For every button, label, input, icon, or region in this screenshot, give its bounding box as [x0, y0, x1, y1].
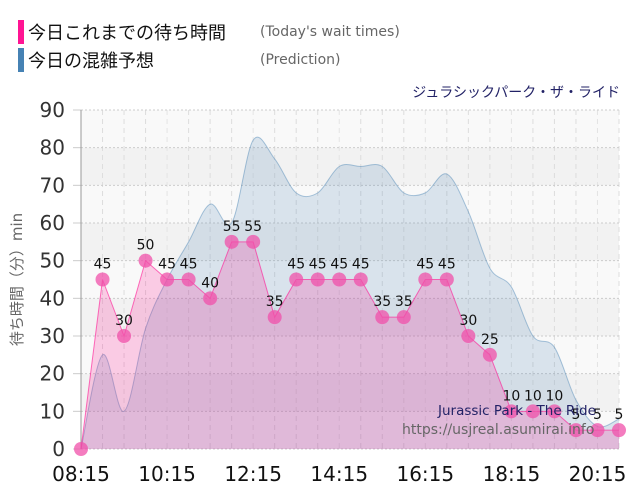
- y-tick-label: 30: [40, 324, 65, 348]
- data-point[interactable]: [612, 423, 626, 438]
- x-tick-label: 16:15: [396, 462, 454, 486]
- data-label: 45: [416, 257, 434, 273]
- data-label: 35: [266, 294, 284, 310]
- data-point[interactable]: [439, 272, 454, 287]
- actual-area: [81, 241, 619, 449]
- y-tick-label: 70: [40, 173, 65, 197]
- legend-label-en: (Today's wait times): [260, 24, 400, 40]
- data-point[interactable]: [203, 291, 218, 306]
- prediction-area: [81, 137, 619, 449]
- data-label: 55: [223, 219, 241, 235]
- y-tick-label: 50: [40, 249, 65, 273]
- data-label: 30: [115, 313, 133, 329]
- legend-label-en: (Prediction): [260, 52, 341, 68]
- grid-band: [81, 223, 619, 261]
- x-tick-label: 12:15: [224, 462, 282, 486]
- legend-item-prediction[interactable]: 今日の混雑予想 (Prediction): [18, 46, 400, 74]
- data-point[interactable]: [74, 442, 88, 456]
- data-label: 45: [330, 257, 348, 273]
- data-label: 45: [287, 257, 305, 273]
- data-label: 45: [352, 257, 370, 273]
- y-tick-label: 0: [52, 437, 65, 461]
- data-label: 30: [459, 313, 477, 329]
- legend-swatch-blue: [18, 48, 24, 72]
- y-tick-label: 40: [40, 286, 65, 310]
- data-point[interactable]: [289, 272, 304, 287]
- data-label: 40: [201, 275, 219, 291]
- grid-band: [81, 336, 619, 374]
- data-point[interactable]: [525, 404, 540, 419]
- data-point[interactable]: [590, 423, 605, 438]
- y-tick-label: 10: [40, 399, 65, 423]
- x-tick-label: 18:15: [483, 462, 541, 486]
- legend-item-actual[interactable]: 今日これまでの待ち時間 (Today's wait times): [18, 18, 400, 46]
- grid-band: [81, 373, 619, 412]
- data-point[interactable]: [396, 310, 411, 325]
- data-point[interactable]: [267, 310, 282, 325]
- data-label: 25: [481, 332, 499, 348]
- data-label: 35: [373, 294, 391, 310]
- prediction-line: [80, 136, 620, 450]
- data-point[interactable]: [461, 329, 476, 343]
- watermark-name: Jurassic Park - The Ride: [438, 403, 596, 419]
- data-label: 35: [395, 294, 413, 310]
- grid-band: [81, 411, 619, 449]
- data-label: 50: [137, 238, 155, 254]
- watermark-url: https://usjreal.asumirai.info: [402, 422, 595, 438]
- data-label: 45: [438, 257, 456, 273]
- data-point[interactable]: [504, 404, 519, 419]
- grid-band: [81, 298, 619, 336]
- data-label: 10: [524, 388, 542, 404]
- data-point[interactable]: [224, 234, 239, 249]
- x-tick-label: 08:15: [52, 462, 110, 486]
- y-tick-label: 80: [40, 136, 65, 160]
- data-point[interactable]: [95, 272, 110, 287]
- data-point[interactable]: [568, 423, 583, 438]
- data-label: 45: [158, 257, 176, 273]
- y-tick-label: 60: [40, 211, 65, 235]
- data-point[interactable]: [160, 272, 175, 287]
- y-tick-label: 90: [40, 98, 65, 122]
- x-tick-label: 20:15: [569, 462, 627, 486]
- legend-swatch-pink: [18, 20, 24, 44]
- data-label: 5: [571, 407, 580, 423]
- legend-label-jp: 今日これまでの待ち時間: [28, 23, 226, 44]
- data-label: 45: [94, 257, 112, 273]
- data-label: 55: [244, 219, 262, 235]
- y-axis-label: 待ち時間（分）min: [8, 213, 26, 346]
- data-label: 5: [615, 407, 624, 423]
- data-label: 10: [502, 388, 520, 404]
- data-point[interactable]: [482, 347, 497, 362]
- data-point[interactable]: [138, 253, 153, 268]
- chart-title: ジュラシックパーク・ザ・ライド: [412, 85, 620, 101]
- x-tick-label: 14:15: [310, 462, 368, 486]
- legend-label-jp: 今日の混雑予想: [28, 51, 154, 72]
- data-point[interactable]: [332, 272, 347, 287]
- data-point[interactable]: [117, 329, 132, 343]
- grid-band: [81, 185, 619, 223]
- data-label: 10: [546, 388, 564, 404]
- data-label: 45: [180, 257, 198, 273]
- grid-band: [81, 147, 619, 186]
- data-point[interactable]: [547, 404, 562, 419]
- data-point[interactable]: [310, 272, 325, 287]
- data-point[interactable]: [246, 234, 261, 249]
- y-tick-label: 20: [40, 362, 65, 386]
- data-label: 5: [593, 407, 602, 423]
- data-point[interactable]: [353, 272, 368, 287]
- x-tick-label: 10:15: [138, 462, 196, 486]
- legend: 今日これまでの待ち時間 (Today's wait times) 今日の混雑予想…: [18, 18, 400, 74]
- data-point[interactable]: [418, 272, 433, 287]
- data-point[interactable]: [181, 272, 196, 287]
- data-label: 45: [309, 257, 327, 273]
- data-point[interactable]: [375, 310, 390, 325]
- grid-band: [81, 110, 619, 148]
